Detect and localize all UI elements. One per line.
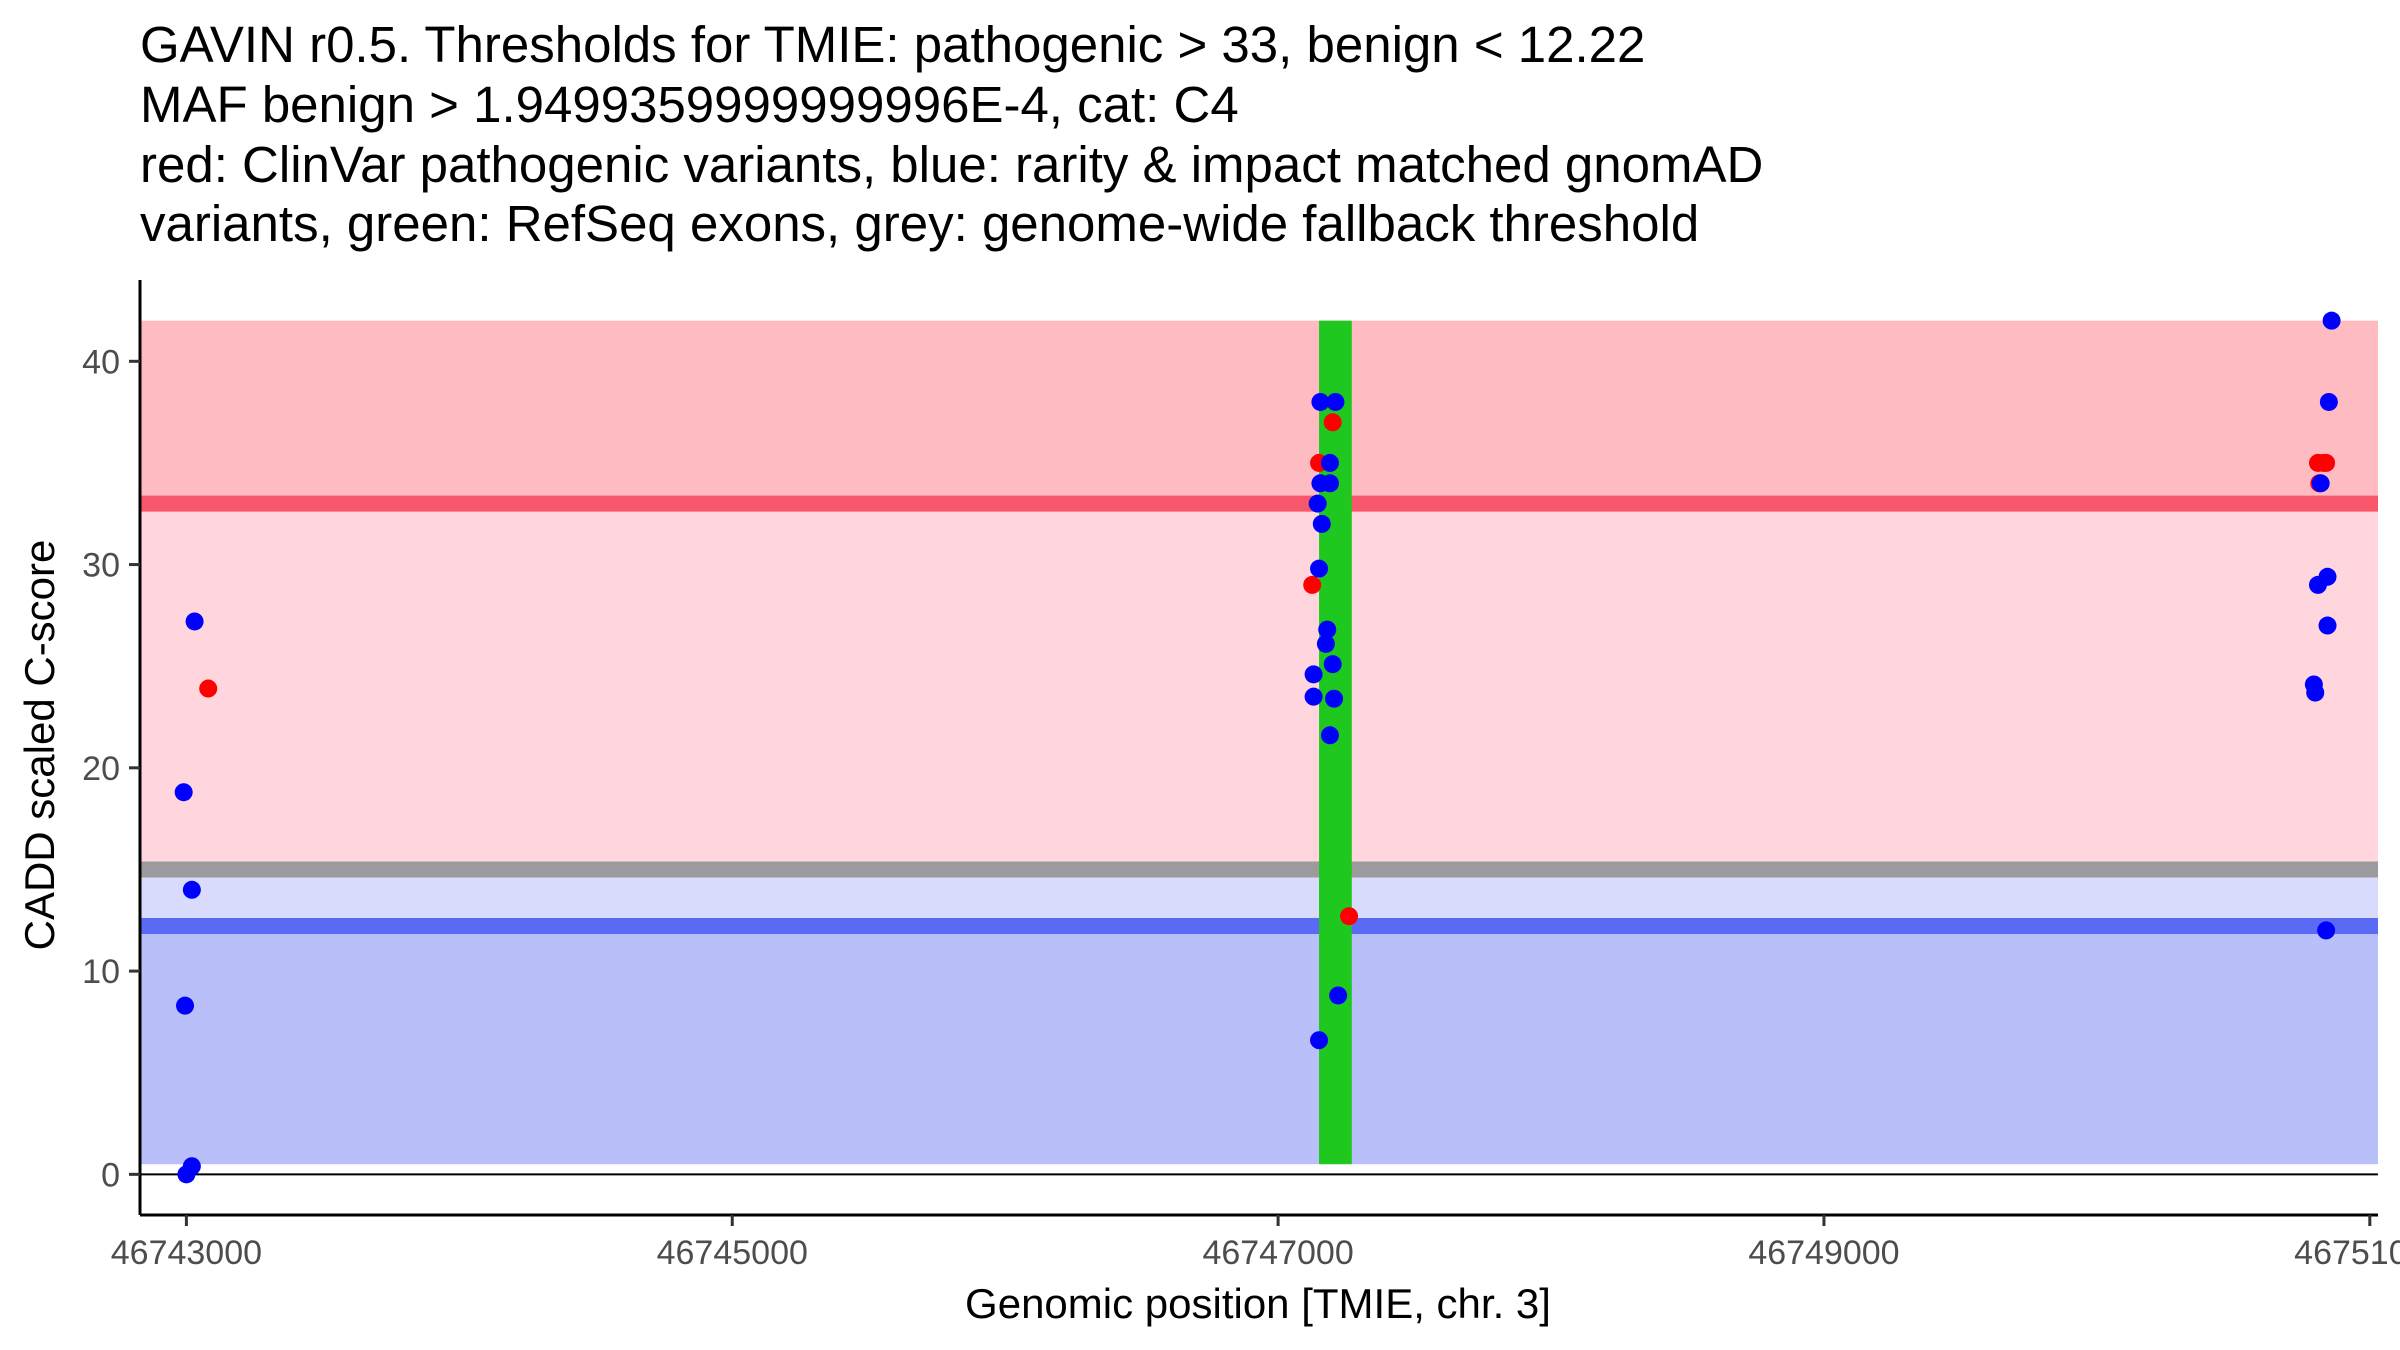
- point-gnomad-matched-29: [2318, 616, 2337, 635]
- point-clinvar-pathogenic-2: [1303, 575, 1322, 594]
- chart-title: GAVIN r0.5. Thresholds for TMIE: pathoge…: [140, 16, 1763, 252]
- point-gnomad-matched-20: [1325, 689, 1344, 708]
- point-clinvar-pathogenic-1: [199, 679, 218, 698]
- point-clinvar-pathogenic-9: [2317, 453, 2336, 472]
- point-gnomad-matched-22: [1329, 986, 1348, 1005]
- y-tick-label-1: 0: [101, 1156, 120, 1194]
- point-gnomad-matched-13: [1312, 514, 1331, 533]
- point-gnomad-matched-24: [2322, 311, 2341, 330]
- region-benign: [140, 925, 2378, 1165]
- y-tick-label-4: 30: [82, 547, 120, 585]
- axes: 46743000 46745000 46747000 46749000 46751000…: [82, 280, 2400, 1272]
- point-gnomad-matched-6: [182, 1157, 201, 1176]
- x-axis-ticks: 46743000 46745000 46747000 46749000 46751000: [111, 1215, 2400, 1272]
- point-gnomad-matched-19: [1304, 687, 1323, 706]
- x-tick-label-3: 46747000: [1202, 1234, 1353, 1272]
- point-gnomad-matched-18: [1304, 665, 1323, 684]
- x-tick-label-4: 46749000: [1748, 1234, 1899, 1272]
- threshold-regions: [140, 320, 2378, 1165]
- data-points: [174, 311, 2341, 1184]
- region-pathogenic-soft: [140, 503, 2378, 870]
- point-gnomad-matched-15: [1318, 620, 1337, 639]
- point-gnomad-matched-4: [176, 996, 195, 1015]
- title-line-1: GAVIN r0.5. Thresholds for TMIE: pathoge…: [140, 16, 1645, 73]
- point-gnomad-matched-12: [1308, 494, 1327, 513]
- point-gnomad-matched-1: [185, 612, 204, 631]
- title-line-4: variants, green: RefSeq exons, grey: gen…: [140, 195, 1699, 252]
- point-gnomad-matched-11: [1320, 474, 1339, 493]
- x-tick-label-1: 46743000: [111, 1234, 262, 1272]
- y-tick-label-5: 40: [82, 343, 120, 381]
- point-gnomad-matched-9: [1320, 453, 1339, 472]
- x-axis-title: Genomic position [TMIE, chr. 3]: [965, 1280, 1551, 1327]
- point-gnomad-matched-25: [2319, 392, 2338, 411]
- point-gnomad-matched-16: [1316, 634, 1335, 653]
- point-gnomad-matched-3: [182, 880, 201, 899]
- region-grey-zone: [140, 869, 2378, 926]
- point-gnomad-matched-26: [2311, 474, 2330, 493]
- title-line-3: red: ClinVar pathogenic variants, blue: …: [140, 136, 1763, 193]
- region-pathogenic-strong: [140, 320, 2378, 504]
- y-tick-label-3: 20: [82, 750, 120, 788]
- threshold-lines: [140, 495, 2378, 934]
- point-clinvar-pathogenic-4: [1323, 413, 1342, 432]
- y-tick-label-2: 10: [82, 953, 120, 991]
- point-gnomad-matched-17: [1323, 655, 1342, 674]
- y-axis-ticks: 0 10 20 30 40: [82, 343, 140, 1194]
- point-gnomad-matched-8: [1326, 392, 1345, 411]
- x-tick-label-2: 46745000: [657, 1234, 808, 1272]
- point-clinvar-pathogenic-5: [1340, 907, 1359, 926]
- title-line-2: MAF benign > 1.9499359999999996E-4, cat:…: [140, 76, 1239, 133]
- point-gnomad-matched-21: [1320, 726, 1339, 745]
- y-axis-title: CADD scaled C-score: [16, 540, 63, 951]
- x-tick-label-5: 46751000: [2294, 1234, 2400, 1272]
- point-gnomad-matched-7: [1311, 392, 1330, 411]
- point-gnomad-matched-14: [1310, 559, 1329, 578]
- point-gnomad-matched-31: [2306, 683, 2325, 702]
- point-gnomad-matched-2: [174, 783, 193, 802]
- point-gnomad-matched-28: [2318, 567, 2337, 586]
- point-gnomad-matched-32: [2317, 921, 2336, 940]
- point-gnomad-matched-23: [1310, 1031, 1329, 1050]
